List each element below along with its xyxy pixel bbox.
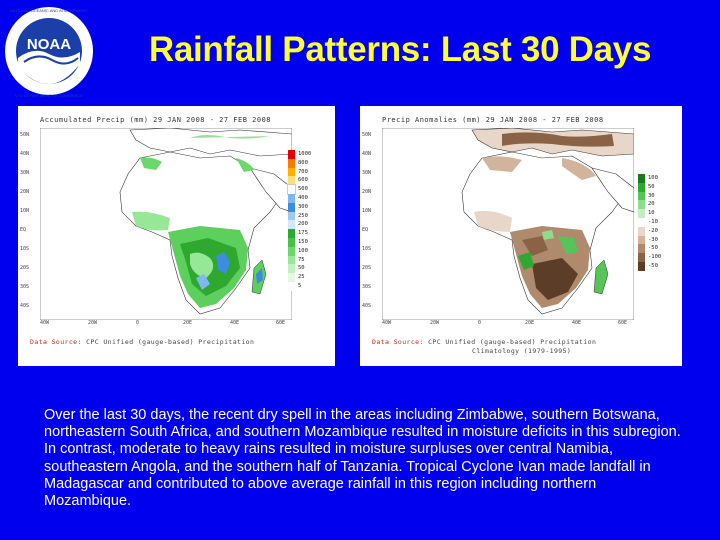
- y-tick: 30N: [362, 170, 372, 176]
- y-tick: 40S: [362, 303, 372, 309]
- legend-entry: 100: [288, 246, 322, 256]
- legend-entry: 300: [288, 202, 322, 212]
- y-tick: EQ: [362, 227, 369, 233]
- y-tick: 10S: [20, 246, 30, 252]
- legend-entry: 800: [288, 158, 322, 168]
- page-title: Rainfall Patterns: Last 30 Days: [148, 30, 652, 69]
- legend-entry: 1000: [288, 150, 322, 159]
- x-tick: 20W: [88, 320, 98, 326]
- legend-entry: -50: [638, 244, 672, 254]
- precip-legend: 1000 800 700 600 500 400 300 250 200 175…: [287, 150, 322, 291]
- svg-text:NATIONAL OCEANIC AND ATMOSPHER: NATIONAL OCEANIC AND ATMOSPHERIC: [10, 8, 88, 13]
- legend-entry: 75: [288, 255, 322, 265]
- x-tick: 40E: [230, 320, 240, 326]
- africa-precip-map: [40, 128, 292, 320]
- y-tick: 10N: [362, 208, 372, 214]
- noaa-logo: NOAA NATIONAL OCEANIC AND ATMOSPHERIC U.…: [5, 7, 93, 98]
- africa-anomaly-map: [382, 128, 634, 320]
- legend-entry: -30: [638, 235, 672, 245]
- y-tick: 40S: [20, 303, 30, 309]
- legend-entry: 50: [638, 182, 672, 192]
- legend-entry: -50: [638, 261, 672, 271]
- legend-entry: 500: [287, 184, 322, 195]
- legend-entry: 400: [288, 193, 322, 203]
- legend-entry: 5: [288, 281, 322, 291]
- x-tick: 60E: [276, 320, 286, 326]
- y-tick: 30S: [362, 284, 372, 290]
- y-tick: EQ: [20, 227, 27, 233]
- legend-entry: 50: [288, 264, 322, 274]
- data-source: Data Source: CPC Unified (gauge-based) P…: [372, 338, 597, 346]
- logo-text: NOAA: [27, 36, 71, 53]
- legend-entry: -20: [638, 226, 672, 236]
- x-tick: 0: [136, 320, 140, 326]
- legend-entry: 175: [288, 229, 322, 238]
- legend-entry: 150: [288, 237, 322, 247]
- accumulated-precip-map-panel: Accumulated Precip (mm) 29 JAN 2008 - 27…: [18, 106, 335, 366]
- y-tick: 20N: [362, 189, 372, 195]
- y-tick: 50N: [20, 132, 30, 138]
- y-tick: 20S: [362, 265, 372, 271]
- map-title: Precip Anomalies (mm) 29 JAN 2008 - 27 F…: [382, 116, 604, 124]
- x-tick: 20W: [430, 320, 440, 326]
- x-tick: 20E: [525, 320, 535, 326]
- y-tick: 30S: [20, 284, 30, 290]
- legend-entry: 10: [638, 209, 672, 218]
- legend-entry: 250: [288, 211, 322, 221]
- y-tick: 40N: [362, 151, 372, 157]
- svg-text:U.S. DEPARTMENT OF COMMERCE: U.S. DEPARTMENT OF COMMERCE: [15, 93, 83, 98]
- y-tick: 10N: [20, 208, 30, 214]
- y-tick: 30N: [20, 170, 30, 176]
- climatology-note: Climatology (1979-1995): [472, 347, 572, 355]
- y-tick: 20S: [20, 265, 30, 271]
- anomaly-legend: 100 50 30 20 10 -10 -20 -30 -50 -100 -50: [638, 174, 672, 271]
- y-tick: 40N: [20, 151, 30, 157]
- legend-entry: 25: [288, 273, 322, 282]
- description-text: Over the last 30 days, the recent dry sp…: [44, 407, 681, 510]
- legend-entry: -100: [638, 253, 672, 262]
- legend-entry: 30: [638, 191, 672, 201]
- x-tick: 60E: [618, 320, 628, 326]
- legend-entry: -10: [638, 217, 672, 227]
- map-title: Accumulated Precip (mm) 29 JAN 2008 - 27…: [40, 116, 272, 124]
- data-source: Data Source: CPC Unified (gauge-based) P…: [30, 338, 255, 346]
- legend-entry: 200: [288, 220, 322, 230]
- legend-entry: 20: [638, 200, 672, 210]
- legend-entry: 600: [288, 176, 322, 186]
- x-tick: 40W: [382, 320, 392, 326]
- y-tick: 10S: [362, 246, 372, 252]
- x-tick: 40W: [40, 320, 50, 326]
- x-tick: 40E: [572, 320, 582, 326]
- y-tick: 20N: [20, 189, 30, 195]
- legend-entry: 700: [288, 167, 322, 177]
- legend-entry: 100: [638, 174, 672, 183]
- x-tick: 20E: [183, 320, 193, 326]
- y-tick: 50N: [362, 132, 372, 138]
- precip-anomaly-map-panel: Precip Anomalies (mm) 29 JAN 2008 - 27 F…: [360, 106, 682, 366]
- x-tick: 0: [478, 320, 482, 326]
